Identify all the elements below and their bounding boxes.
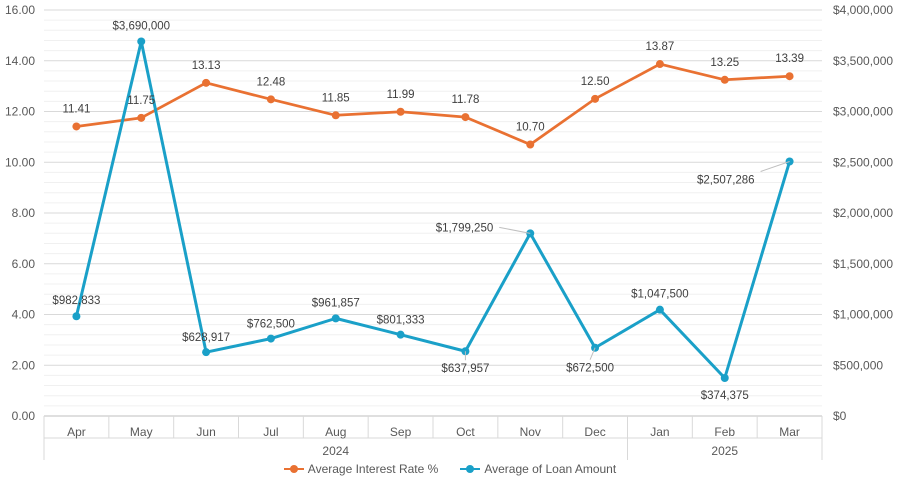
rate-data-label: 12.50 (581, 76, 610, 88)
loan-data-label: $374,375 (701, 390, 749, 402)
y-right-tick-label: $0 (833, 409, 847, 423)
legend-swatch-interest-rate (283, 465, 304, 473)
y-left-tick-label: 10.00 (5, 155, 35, 169)
legend-item-loan-amount[interactable]: Average of Loan Amount (460, 462, 616, 476)
legend-label-loan-amount: Average of Loan Amount (484, 462, 617, 476)
data-point (137, 37, 146, 46)
y-left-tick-label: 0.00 (12, 409, 36, 423)
rate-data-label: 11.85 (322, 92, 350, 104)
loan-data-label: $961,857 (312, 297, 360, 309)
data-point (396, 330, 405, 339)
data-point (202, 78, 211, 87)
data-point (526, 140, 535, 149)
rate-data-label: 10.70 (516, 121, 545, 133)
data-point (137, 113, 146, 122)
combo-line-chart: 0.00 2.00 4.00 6.00 8.00 10.00 12.00 14.00 16.00… (5, 3, 893, 460)
x-tick-label: May (130, 425, 153, 439)
y-right-tick-label: $3,000,000 (833, 105, 893, 119)
data-point (655, 60, 664, 69)
data-point (266, 95, 275, 104)
series-line-0 (76, 62, 790, 146)
y-left-tick-label: 2.00 (12, 358, 36, 372)
data-point (720, 374, 729, 383)
y-left-tick-label: 8.00 (12, 206, 36, 220)
y-right-tick-label: $2,000,000 (833, 206, 893, 220)
data-point (72, 122, 81, 131)
loan-data-label: $1,799,250 (436, 222, 494, 234)
rate-data-label: 13.25 (710, 57, 739, 69)
loan-data-label: $982,833 (52, 295, 100, 307)
data-point (785, 72, 794, 81)
data-point (591, 94, 600, 103)
y-left-tick-label: 16.00 (5, 3, 35, 17)
data-point (655, 305, 664, 314)
rate-data-label: 11.99 (387, 89, 415, 101)
rate-data-label: 11.78 (451, 94, 479, 106)
y-right-tick-label: $2,500,000 (833, 155, 893, 169)
loan-data-label: $762,500 (247, 319, 295, 331)
legend-swatch-loan-amount (460, 465, 481, 473)
x-group-label: 2024 (322, 444, 349, 458)
data-point (331, 111, 340, 120)
y-right-tick-label: $3,500,000 (833, 54, 893, 68)
x-tick-label: Feb (714, 425, 735, 439)
loan-data-label: $628,917 (182, 332, 230, 344)
data-point (202, 348, 211, 357)
leader-line (589, 347, 596, 360)
legend-label-interest-rate: Average Interest Rate % (307, 462, 439, 476)
legend-item-interest-rate[interactable]: Average Interest Rate % (283, 462, 439, 476)
data-point (461, 113, 470, 122)
y-right-tick-label: $4,000,000 (833, 3, 893, 17)
leader-line (760, 161, 790, 172)
data-point (266, 334, 275, 343)
x-tick-label: Dec (584, 425, 605, 439)
series-line-1 (74, 39, 792, 380)
data-point (396, 107, 405, 116)
x-tick-label: Mar (779, 425, 800, 439)
rate-data-label: 13.87 (646, 41, 675, 53)
leader-line (499, 226, 531, 234)
rate-data-label: 11.41 (62, 103, 90, 115)
rate-data-label: 13.13 (192, 60, 221, 72)
loan-data-label: $801,333 (377, 315, 425, 327)
rate-data-label: 12.48 (257, 76, 286, 88)
y-right-tick-label: $500,000 (833, 358, 883, 372)
y-right-tick-label: $1,500,000 (833, 257, 893, 271)
rate-data-label: 11.75 (127, 95, 155, 107)
loan-data-label: $637,957 (441, 363, 489, 375)
y-left-tick-label: 6.00 (12, 257, 36, 271)
x-tick-label: Nov (520, 425, 541, 439)
x-tick-label: Oct (456, 425, 475, 439)
y-right-tick-label: $1,000,000 (833, 308, 893, 322)
x-tick-label: Aug (325, 425, 346, 439)
loan-data-label: $672,500 (566, 363, 614, 375)
data-point (720, 75, 729, 84)
x-tick-label: Apr (67, 425, 86, 439)
x-tick-label: Jan (650, 425, 669, 439)
x-tick-label: Jun (196, 425, 215, 439)
legend: Average Interest Rate % Average of Loan … (0, 462, 900, 476)
loan-data-label: $1,047,500 (631, 289, 689, 301)
rate-data-label: 13.39 (775, 53, 804, 65)
loan-data-label: $3,690,000 (112, 20, 170, 32)
x-tick-label: Jul (263, 425, 278, 439)
y-left-tick-label: 12.00 (5, 105, 35, 119)
x-tick-label: Sep (390, 425, 412, 439)
data-point (331, 314, 340, 323)
y-left-tick-label: 4.00 (12, 308, 36, 322)
x-group-label: 2025 (711, 444, 738, 458)
data-point (72, 312, 81, 321)
loan-data-label: $2,507,286 (697, 175, 755, 187)
y-left-tick-label: 14.00 (5, 54, 35, 68)
